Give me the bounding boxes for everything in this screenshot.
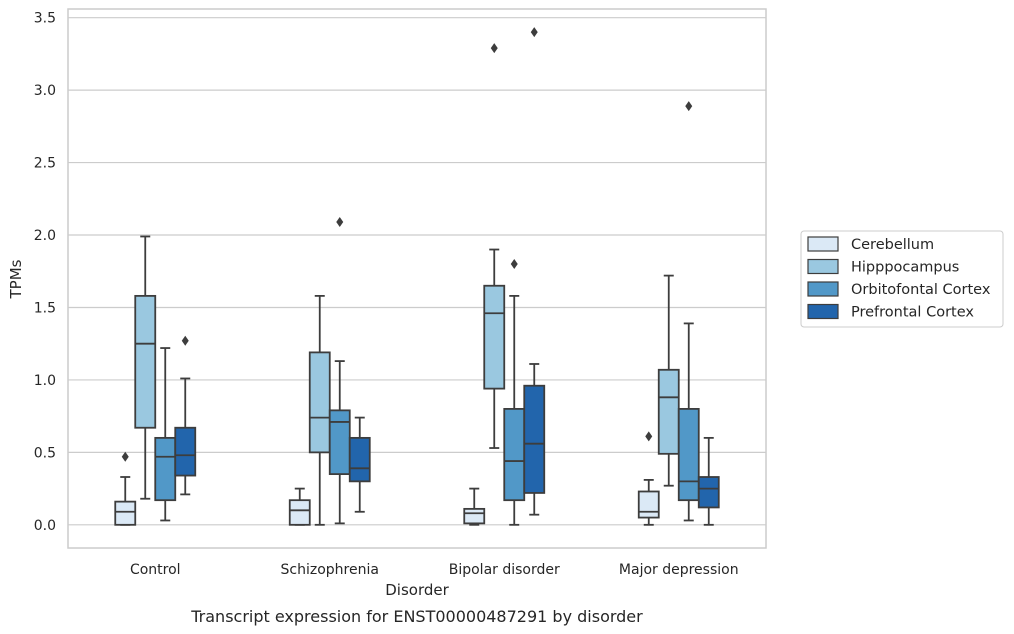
outlier-point xyxy=(181,335,189,346)
box-prefrontal-cortex xyxy=(523,27,546,516)
legend-label: Hipppocampus xyxy=(851,260,959,276)
outlier-point xyxy=(121,451,129,462)
box-iqr xyxy=(523,384,546,494)
x-tick-label: Major depression xyxy=(619,562,739,578)
outlier-point xyxy=(645,431,653,442)
y-tick-label: 0.0 xyxy=(34,518,56,534)
y-tick-label: 1.5 xyxy=(34,300,56,316)
x-tick-label: Bipolar disorder xyxy=(449,562,560,578)
box-hipppocampus xyxy=(308,294,331,526)
box-iqr xyxy=(677,408,700,502)
box-cerebellum xyxy=(114,451,137,526)
box-iqr xyxy=(288,499,311,526)
x-tick-label: Control xyxy=(130,562,181,578)
legend-label: Cerebellum xyxy=(851,237,934,253)
box-prefrontal-cortex xyxy=(174,335,197,496)
y-tick-label: 3.0 xyxy=(34,83,56,99)
box-iqr xyxy=(348,436,371,483)
y-axis-label: TPMs xyxy=(7,259,25,299)
y-tick-label: 1.0 xyxy=(34,373,56,389)
legend-label: Orbitofontal Cortex xyxy=(851,282,991,298)
box-hipppocampus xyxy=(134,235,157,500)
legend-swatch xyxy=(807,303,839,320)
x-axis-ticks: Control Schizophrenia Bipolar disorder Majo… xyxy=(130,562,739,578)
legend-frame xyxy=(800,230,1004,328)
box-iqr xyxy=(114,500,137,526)
y-tick-label: 2.5 xyxy=(34,156,56,172)
box-prefrontal-cortex xyxy=(697,436,720,526)
box-iqr xyxy=(483,284,506,390)
box-iqr xyxy=(463,507,486,525)
box-iqr xyxy=(637,490,660,519)
legend-label: Prefrontal Cortex xyxy=(851,305,974,321)
legend-swatch xyxy=(807,236,839,252)
x-axis-label: Disorder xyxy=(385,581,449,599)
box-cerebellum xyxy=(463,487,486,526)
box-orbitofontal-cortex xyxy=(677,101,700,522)
box-iqr xyxy=(134,294,157,429)
outlier-point xyxy=(685,101,693,112)
box-orbitofontal-cortex xyxy=(328,216,351,525)
y-tick-label: 2.0 xyxy=(34,228,56,244)
box-iqr xyxy=(154,436,177,502)
chart-caption: Transcript expression for ENST0000048729… xyxy=(190,607,643,626)
y-axis-ticks: 0.0 0.5 1.0 1.5 2.0 2.5 3.0 3.5 xyxy=(34,11,56,534)
box-iqr xyxy=(328,409,351,476)
y-tick-label: 3.5 xyxy=(34,11,56,27)
outlier-point xyxy=(336,216,344,227)
box-orbitofontal-cortex xyxy=(154,347,177,522)
box-iqr xyxy=(697,476,720,509)
outlier-point xyxy=(490,43,498,54)
y-tick-label: 0.5 xyxy=(34,445,56,461)
outlier-point xyxy=(530,27,538,38)
outlier-point xyxy=(510,259,518,270)
box-prefrontal-cortex xyxy=(348,416,371,513)
box-hipppocampus xyxy=(657,274,680,487)
x-tick-label: Schizophrenia xyxy=(281,562,379,578)
legend-swatch xyxy=(807,281,839,297)
box-iqr xyxy=(308,351,331,454)
box-cerebellum xyxy=(637,431,660,526)
legend-swatch xyxy=(807,258,839,275)
box-iqr xyxy=(174,426,197,477)
box-orbitofontal-cortex xyxy=(503,259,526,526)
plot-frame xyxy=(67,8,767,549)
box-iqr xyxy=(657,368,680,455)
box-iqr xyxy=(503,408,526,502)
legend: Cerebellum Hipppocampus Orbitofontal Corte… xyxy=(800,230,1004,328)
box-hipppocampus xyxy=(483,43,506,449)
box-groups xyxy=(114,27,720,526)
box-cerebellum xyxy=(288,487,311,526)
